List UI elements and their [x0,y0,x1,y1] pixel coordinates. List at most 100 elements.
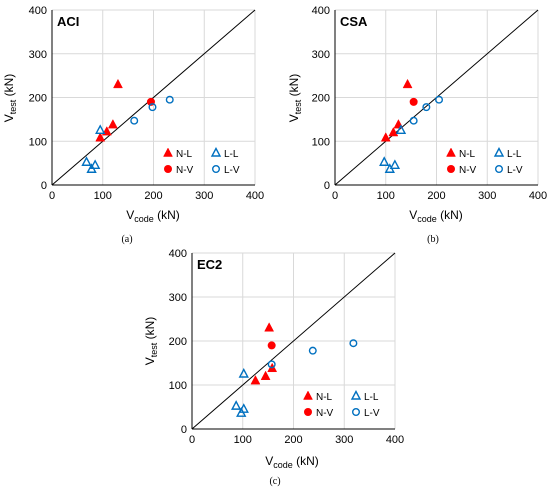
equality-line [191,252,396,430]
x-axis-label-sub: code [273,460,293,470]
panel-title: CSA [340,14,368,29]
legend-label-l-v: L-V [224,165,240,176]
legend-label-l-l: L-L [364,392,379,403]
y-axis-label-unit: (kN) [143,317,157,343]
data-point-l-v [308,346,317,355]
data-point-n-l [107,119,118,129]
data-point-l-l [395,124,407,135]
data-point-l-v [349,339,358,348]
data-point-l-l [230,400,242,410]
legend-marker-n-l [303,390,313,400]
legend: N-L L-L N-V L-V [163,147,240,176]
y-tick-label: 200 [312,93,330,105]
y-tick-label: 100 [312,136,330,148]
series-l-v [267,339,358,369]
data-point-l-l [384,163,395,173]
y-axis-label-sub: test [8,99,18,114]
data-point-l-v [130,116,139,125]
x-axis-label-unit: (kN) [437,208,463,222]
x-tick-label: 200 [427,190,445,202]
legend-marker-n-v [447,165,455,173]
series-n-l [95,78,123,142]
series-n-v [409,97,418,106]
y-axis-label-unit: (kN) [287,74,301,100]
data-point-n-l [264,322,275,332]
x-tick-label: 300 [478,190,496,202]
panel-title: EC2 [197,257,222,272]
x-axis-label-sub: code [417,214,437,224]
series-l-l [230,368,249,417]
x-tick-label: 400 [529,190,547,202]
y-tick-label: 200 [29,93,47,105]
y-tick-label: 300 [312,49,330,61]
y-tick-label: 200 [169,336,187,348]
legend-marker-l-v [211,164,220,173]
y-axis-label-sub: test [293,99,303,114]
y-tick-label: 300 [29,49,47,61]
legend-label-n-l: N-L [316,392,333,403]
data-point-n-l [402,78,413,89]
series-l-v [130,95,174,125]
data-point-l-v [409,116,418,125]
y-axis-label-main: V [143,357,157,365]
y-axis-label-main: V [287,114,301,122]
legend: N-L L-L N-V L-V [446,147,523,176]
legend-marker-n-v [164,165,172,173]
y-axis-label: Vtest (kN) [287,74,303,123]
data-point-l-l [238,368,249,378]
data-point-l-l [379,156,390,166]
x-axis-label-unit: (kN) [293,454,319,468]
data-point-l-l [389,159,401,170]
data-point-l-v [267,360,276,369]
data-point-l-v [148,103,157,112]
data-point-l-l [95,124,106,135]
y-tick-label: 0 [324,180,330,192]
x-axis-label-main: V [126,208,134,222]
x-tick-label: 400 [246,190,264,202]
data-point-l-l [81,156,92,166]
chart-panel-aci: 00 100 100 200 200 300 300 400 400 ACI N-L L-L N-V L-… [2,5,264,245]
panel-caption: (c) [269,476,280,487]
x-tick-label: 0 [189,434,195,446]
x-axis-label-main: V [409,208,417,222]
y-axis-label-main: V [2,114,16,122]
y-axis-label-sub: test [149,342,159,357]
x-tick-label: 0 [332,190,338,202]
x-axis-label-main: V [265,454,273,468]
equality-line [51,9,256,186]
legend-label-n-v: N-V [459,165,477,176]
data-point-n-v [409,97,418,106]
data-point-l-v [422,103,431,112]
series-n-l [380,78,413,142]
data-point-l-v [165,95,174,104]
x-tick-label: 200 [284,434,302,446]
y-tick-label: 300 [169,292,187,304]
legend-marker-n-l [446,147,456,157]
legend-marker-l-v [352,408,361,417]
legend-marker-l-v [495,164,504,173]
legend-label-l-v: L-V [364,408,380,419]
chart-panel-ec2: 00 100 100 200 200 300 300 400 400 EC2 N-L L-L N-V L-… [143,248,404,487]
y-tick-label: 400 [169,248,187,260]
data-point-n-l [260,370,271,380]
panel-caption: (a) [121,234,132,245]
data-point-n-l [113,78,123,89]
x-tick-label: 200 [144,190,162,202]
data-point-l-l [86,163,97,173]
legend-label-l-l: L-L [507,149,522,160]
y-tick-label: 0 [181,424,187,436]
y-axis-label: Vtest (kN) [2,74,18,123]
y-tick-label: 100 [169,380,187,392]
x-tick-label: 300 [195,190,213,202]
legend-label-n-l: N-L [459,149,476,160]
data-point-l-l [236,407,247,417]
data-point-n-v [267,341,276,350]
y-tick-label: 0 [41,180,47,192]
x-tick-label: 100 [377,190,395,202]
panel-title: ACI [57,14,79,29]
x-tick-label: 100 [234,434,252,446]
legend: N-L L-L N-V L-V [303,390,380,419]
data-point-l-v [435,95,444,104]
x-tick-label: 300 [335,434,353,446]
